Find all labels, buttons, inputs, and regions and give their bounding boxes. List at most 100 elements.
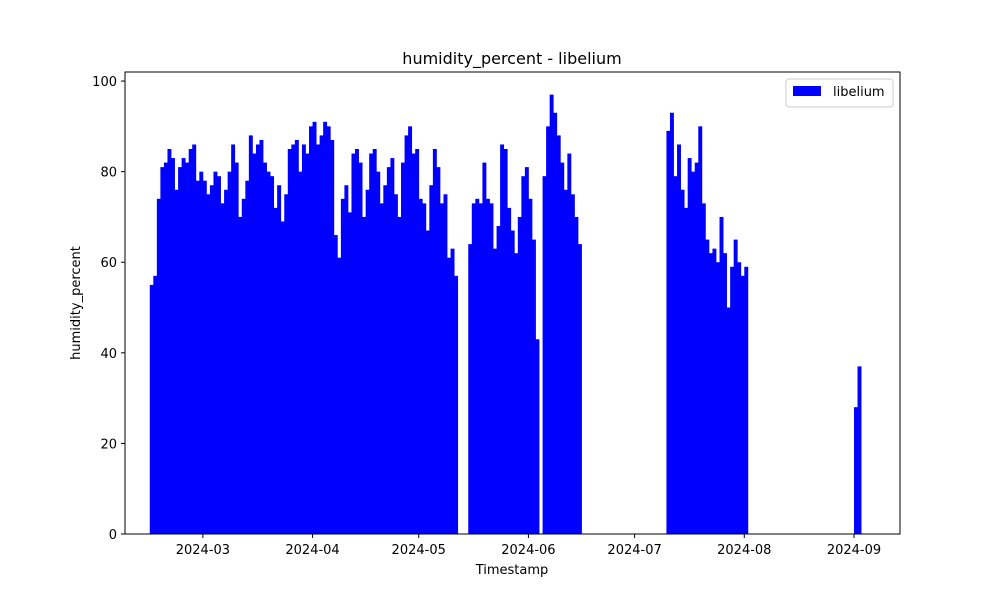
bar — [238, 216, 243, 534]
y-tick-label: 20 — [100, 437, 117, 452]
x-tick-label: 2024-06 — [501, 543, 555, 558]
bar — [280, 221, 285, 534]
bar — [715, 262, 720, 534]
bar — [475, 198, 480, 534]
bar — [744, 266, 749, 534]
bar — [574, 216, 579, 534]
bar — [570, 194, 575, 535]
bar — [535, 339, 540, 534]
x-axis-label: Timestamp — [475, 563, 549, 578]
x-tick-label: 2024-05 — [392, 543, 446, 558]
bar — [443, 194, 448, 535]
bar — [188, 149, 193, 534]
bar — [404, 135, 409, 534]
bar — [701, 203, 706, 534]
bar — [337, 257, 342, 534]
bar — [376, 171, 381, 534]
bar — [408, 126, 413, 534]
bar — [730, 266, 735, 534]
bar — [478, 203, 483, 534]
bar — [684, 207, 689, 534]
bar — [333, 235, 338, 534]
bar — [503, 149, 508, 534]
bar — [471, 203, 476, 534]
bar — [485, 198, 490, 534]
bar — [386, 167, 391, 534]
bar — [365, 189, 370, 534]
bar — [482, 162, 487, 534]
bar — [309, 126, 313, 534]
y-axis-ticks: 0 20 40 60 80 100 — [92, 75, 125, 543]
bar — [854, 407, 858, 534]
legend: libelium — [785, 78, 894, 108]
bar — [263, 162, 267, 534]
bar — [560, 162, 565, 534]
bar — [563, 189, 568, 534]
bar — [163, 162, 168, 534]
bar — [174, 189, 179, 534]
bar — [705, 239, 710, 534]
bar — [171, 158, 175, 534]
bar — [411, 153, 416, 534]
bar — [248, 135, 253, 534]
bar — [439, 203, 444, 534]
bar — [390, 158, 395, 534]
bar — [316, 144, 321, 534]
bar — [344, 185, 349, 535]
bar — [270, 176, 275, 534]
bar — [531, 239, 536, 534]
bar — [425, 230, 430, 534]
bar — [393, 194, 398, 535]
bar — [521, 176, 526, 534]
bar — [447, 257, 451, 534]
bar — [454, 275, 459, 534]
bar — [514, 253, 519, 534]
chart-title: humidity_percent - libelium — [402, 49, 621, 69]
bar — [379, 203, 384, 534]
bar — [227, 171, 232, 534]
bar — [323, 121, 328, 534]
y-tick-label: 40 — [100, 347, 117, 362]
bar — [305, 153, 310, 534]
bar — [231, 144, 236, 534]
bar — [708, 253, 713, 534]
bar — [160, 167, 165, 534]
bar — [510, 230, 515, 534]
bar — [680, 189, 685, 534]
bar — [266, 171, 271, 534]
x-axis-ticks: 2024-03 2024-04 2024-05 2024-06 2024-07 2024-… — [176, 534, 881, 558]
bar — [252, 153, 257, 534]
bar — [301, 144, 306, 534]
bar — [358, 162, 363, 534]
bar — [542, 176, 547, 534]
y-tick-label: 60 — [100, 256, 117, 271]
bar — [432, 149, 437, 534]
bar — [567, 153, 572, 534]
bar — [277, 185, 282, 535]
bar — [273, 207, 278, 534]
bar-series — [149, 94, 862, 535]
bar — [740, 275, 745, 534]
bar — [687, 158, 692, 534]
bar — [489, 203, 494, 534]
bar — [369, 153, 374, 534]
bar — [733, 239, 738, 534]
bar — [553, 112, 558, 534]
y-tick-label: 80 — [100, 166, 117, 181]
bar — [192, 144, 197, 534]
bar — [468, 244, 473, 534]
bar — [362, 216, 367, 534]
bar — [156, 198, 161, 534]
bar — [185, 162, 190, 534]
bar — [719, 216, 724, 534]
bar — [195, 180, 200, 534]
bar — [673, 176, 678, 534]
bar — [418, 198, 423, 534]
bar — [245, 180, 250, 534]
bar — [507, 207, 512, 534]
bar — [669, 112, 674, 534]
bar — [517, 216, 522, 534]
bar — [496, 226, 501, 534]
bar — [217, 176, 221, 534]
bar — [698, 126, 703, 534]
